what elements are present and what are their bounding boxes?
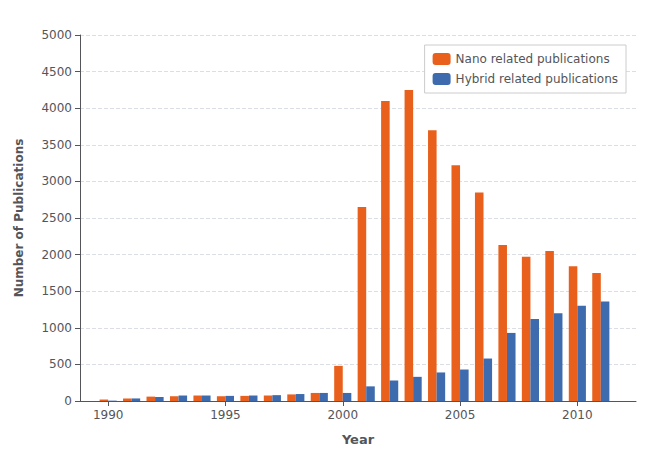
svg-text:4500: 4500 [41,65,72,79]
svg-text:2000: 2000 [41,248,72,262]
svg-text:0: 0 [64,394,72,408]
svg-text:500: 500 [49,357,72,371]
svg-text:2000: 2000 [327,408,358,422]
svg-text:4000: 4000 [41,101,72,115]
svg-text:Hybrid related publications: Hybrid related publications [456,72,618,86]
svg-text:3500: 3500 [41,138,72,152]
svg-text:Nano related publications: Nano related publications [456,52,610,66]
svg-text:1990: 1990 [93,408,124,422]
svg-text:2010: 2010 [562,408,593,422]
svg-text:1500: 1500 [41,284,72,298]
svg-text:5000: 5000 [41,28,72,42]
svg-text:2005: 2005 [445,408,476,422]
svg-text:1995: 1995 [210,408,241,422]
svg-text:3000: 3000 [41,174,72,188]
svg-text:1000: 1000 [41,321,72,335]
svg-text:Number of Publications: Number of Publications [12,139,26,298]
svg-text:2500: 2500 [41,211,72,225]
svg-text:Year: Year [341,432,375,447]
